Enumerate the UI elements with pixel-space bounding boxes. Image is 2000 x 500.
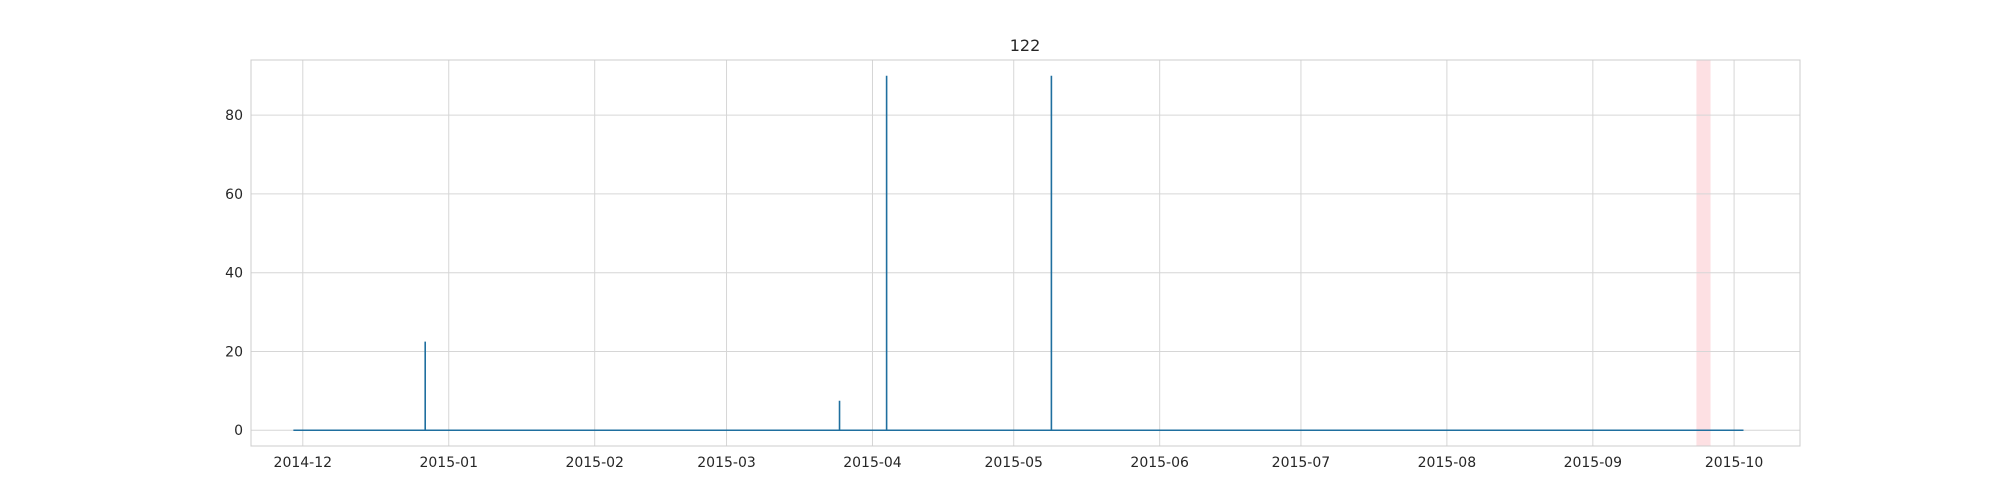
x-tick-label: 2014-12 bbox=[274, 455, 333, 471]
y-tick-label: 60 bbox=[225, 187, 243, 203]
y-tick-label: 40 bbox=[225, 266, 243, 282]
chart-title: 122 bbox=[1010, 36, 1041, 55]
x-tick-label: 2015-05 bbox=[984, 455, 1043, 471]
y-tick-label: 0 bbox=[234, 423, 243, 439]
x-tick-label: 2015-04 bbox=[843, 455, 902, 471]
x-tick-label: 2015-03 bbox=[697, 455, 756, 471]
series-layer bbox=[293, 75, 1744, 432]
y-tick-labels: 0 20 40 60 80 bbox=[225, 108, 243, 439]
x-tick-label: 2015-01 bbox=[419, 455, 478, 471]
highlight-band bbox=[1696, 60, 1711, 446]
grid-layer bbox=[251, 60, 1800, 446]
series-line bbox=[293, 75, 1744, 432]
y-tick-label: 80 bbox=[225, 108, 243, 124]
x-tick-label: 2015-06 bbox=[1130, 455, 1189, 471]
x-tick-label: 2015-09 bbox=[1564, 455, 1623, 471]
x-tick-label: 2015-08 bbox=[1418, 455, 1477, 471]
x-tick-labels: 2014-12 2015-01 2015-02 2015-03 2015-04 2015-… bbox=[274, 455, 1764, 471]
x-tick-label: 2015-10 bbox=[1705, 455, 1764, 471]
highlight-band-layer bbox=[1696, 60, 1711, 446]
y-tick-label: 20 bbox=[225, 344, 243, 360]
plot-frame bbox=[250, 59, 1801, 447]
x-tick-label: 2015-07 bbox=[1272, 455, 1331, 471]
x-tick-label: 2015-02 bbox=[565, 455, 624, 471]
